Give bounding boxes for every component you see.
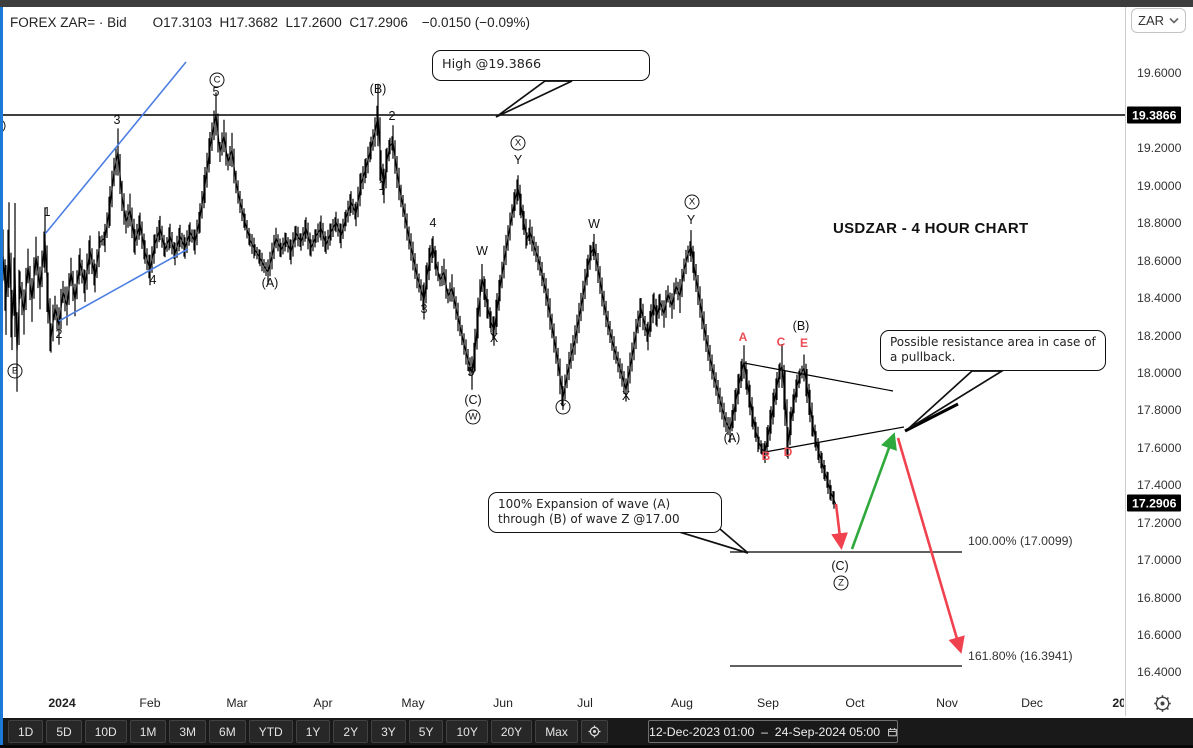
calendar-icon bbox=[888, 727, 897, 736]
range-button-2y[interactable]: 2Y bbox=[333, 720, 369, 743]
time-tick-oct: Oct bbox=[845, 696, 865, 710]
axis-separator bbox=[1125, 7, 1126, 716]
ohlc-values: O17.3103 H17.3682 L17.2600 C17.2906 bbox=[152, 14, 408, 30]
time-tick-2025: 2025 bbox=[1112, 696, 1124, 710]
date-range-text: 12-Dec-2023 01:00 – 24-Sep-2024 05:00 bbox=[649, 724, 881, 739]
triangle-lower[interactable] bbox=[764, 426, 905, 453]
range-button-1d[interactable]: 1D bbox=[8, 720, 44, 743]
date-range-picker[interactable]: 12-Dec-2023 01:00 – 24-Sep-2024 05:00 bbox=[648, 720, 898, 743]
price-tick: 19.0000 bbox=[1137, 179, 1182, 193]
drop-to-target[interactable] bbox=[831, 503, 848, 551]
resistance-callout[interactable]: Possible resistance area in case of a pu… bbox=[880, 330, 1106, 371]
chevron-down-icon bbox=[1169, 17, 1179, 24]
window-left-edge bbox=[0, 7, 3, 748]
price-tick: 16.8000 bbox=[1137, 591, 1182, 605]
resistance-callout-tail bbox=[907, 370, 1005, 430]
time-tick-2024: 2024 bbox=[48, 696, 76, 710]
price-tick: 18.0000 bbox=[1137, 366, 1182, 380]
currency-dropdown[interactable]: ZAR bbox=[1131, 8, 1186, 33]
resistance-segment[interactable] bbox=[904, 402, 959, 433]
range-button-3m[interactable]: 3M bbox=[169, 720, 207, 743]
range-button-max[interactable]: Max bbox=[535, 720, 578, 743]
triangle-upper[interactable] bbox=[743, 362, 894, 392]
blue-channel-lower[interactable] bbox=[58, 248, 189, 322]
time-tick-aug: Aug bbox=[671, 696, 693, 710]
time-tick-feb: Feb bbox=[139, 696, 161, 710]
price-tick: 18.8000 bbox=[1137, 216, 1182, 230]
time-tick-jun: Jun bbox=[493, 696, 513, 710]
price-tick: 18.2000 bbox=[1137, 329, 1182, 343]
price-badge: 19.3866 bbox=[1127, 106, 1182, 124]
expansion-callout[interactable]: 100% Expansion of wave (A) through (B) o… bbox=[488, 492, 722, 533]
high-callout[interactable]: High @19.3866 bbox=[432, 50, 650, 81]
range-button-group: 1D 5D 10D 1M 3M 6M YTD 1Y 2Y 3Y 5Y 10Y 20Y Max bbox=[8, 720, 578, 743]
range-button-5d[interactable]: 5D bbox=[46, 720, 82, 743]
change-value: −0.0150 (−0.09%) bbox=[421, 14, 530, 30]
price-tick: 18.4000 bbox=[1137, 291, 1182, 305]
price-tick: 16.6000 bbox=[1137, 628, 1182, 642]
price-tick: 19.2000 bbox=[1137, 141, 1182, 155]
time-tick-mar: Mar bbox=[226, 696, 248, 710]
time-tick-sep: Sep bbox=[757, 696, 779, 710]
range-button-10y[interactable]: 10Y bbox=[446, 720, 488, 743]
price-badge: 17.2906 bbox=[1127, 494, 1182, 512]
price-tick: 17.0000 bbox=[1137, 553, 1182, 567]
time-tick-nov: Nov bbox=[936, 696, 958, 710]
axis-settings-gear-icon[interactable] bbox=[1153, 694, 1172, 713]
range-button-10d[interactable]: 10D bbox=[84, 720, 127, 743]
range-button-3y[interactable]: 3Y bbox=[371, 720, 406, 743]
range-button-1y[interactable]: 1Y bbox=[295, 720, 331, 743]
window-top-edge bbox=[0, 0, 1193, 7]
time-tick-dec: Dec bbox=[1021, 696, 1043, 710]
sell-off-projection[interactable] bbox=[896, 437, 965, 654]
instrument-label: FOREX ZAR= · Bid bbox=[10, 14, 127, 30]
range-button-20y[interactable]: 20Y bbox=[490, 720, 533, 743]
range-button-1m[interactable]: 1M bbox=[129, 720, 167, 743]
range-button-ytd[interactable]: YTD bbox=[248, 720, 293, 743]
time-tick-may: May bbox=[401, 696, 425, 710]
time-tick-jul: Jul bbox=[577, 696, 593, 710]
chart-header: FOREX ZAR= · Bid O17.3103 H17.3682 L17.2… bbox=[10, 10, 530, 34]
price-tick: 19.6000 bbox=[1137, 66, 1182, 80]
range-button-6m[interactable]: 6M bbox=[209, 720, 246, 743]
chart-settings-button[interactable] bbox=[580, 720, 608, 743]
price-tick: 17.4000 bbox=[1137, 478, 1182, 492]
gear-icon bbox=[588, 725, 601, 738]
price-tick: 18.6000 bbox=[1137, 254, 1182, 268]
pullback-up[interactable] bbox=[850, 432, 897, 550]
time-axis[interactable]: 2024 Feb Mar Apr May Jun Jul Aug Sep Oct Nov Dec 202… bbox=[0, 690, 1124, 716]
price-tick: 17.6000 bbox=[1137, 441, 1182, 455]
range-button-5y[interactable]: 5Y bbox=[408, 720, 444, 743]
price-tick: 17.8000 bbox=[1137, 403, 1182, 417]
price-tick: 17.2000 bbox=[1137, 516, 1182, 530]
bottom-toolbar: 1D 5D 10D 1M 3M 6M YTD 1Y 2Y 3Y 5Y 10Y 20Y Max 12-Dec… bbox=[0, 718, 1193, 745]
window-bottom-edge bbox=[0, 745, 1193, 748]
price-tick: 16.4000 bbox=[1137, 665, 1182, 679]
high-callout-tail bbox=[495, 80, 573, 118]
blue-channel-upper[interactable] bbox=[44, 61, 187, 235]
time-tick-apr: Apr bbox=[313, 696, 333, 710]
currency-label: ZAR bbox=[1138, 13, 1164, 28]
